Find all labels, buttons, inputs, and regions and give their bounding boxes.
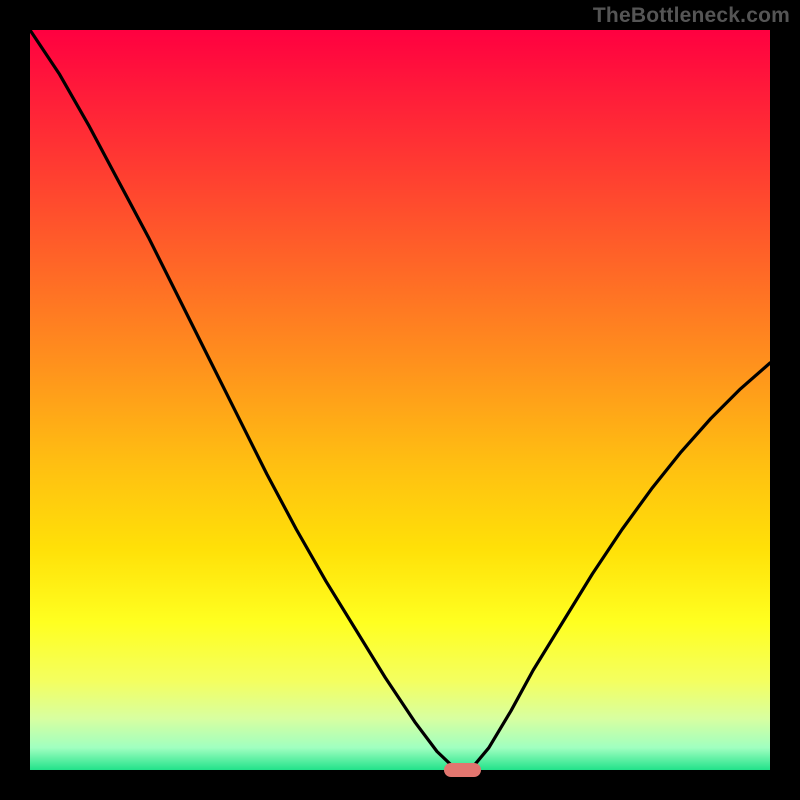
watermark-text: TheBottleneck.com [593, 4, 790, 28]
chart-stage: TheBottleneck.com [0, 0, 800, 800]
curve-min-marker [444, 763, 481, 776]
chart-svg [0, 0, 800, 800]
